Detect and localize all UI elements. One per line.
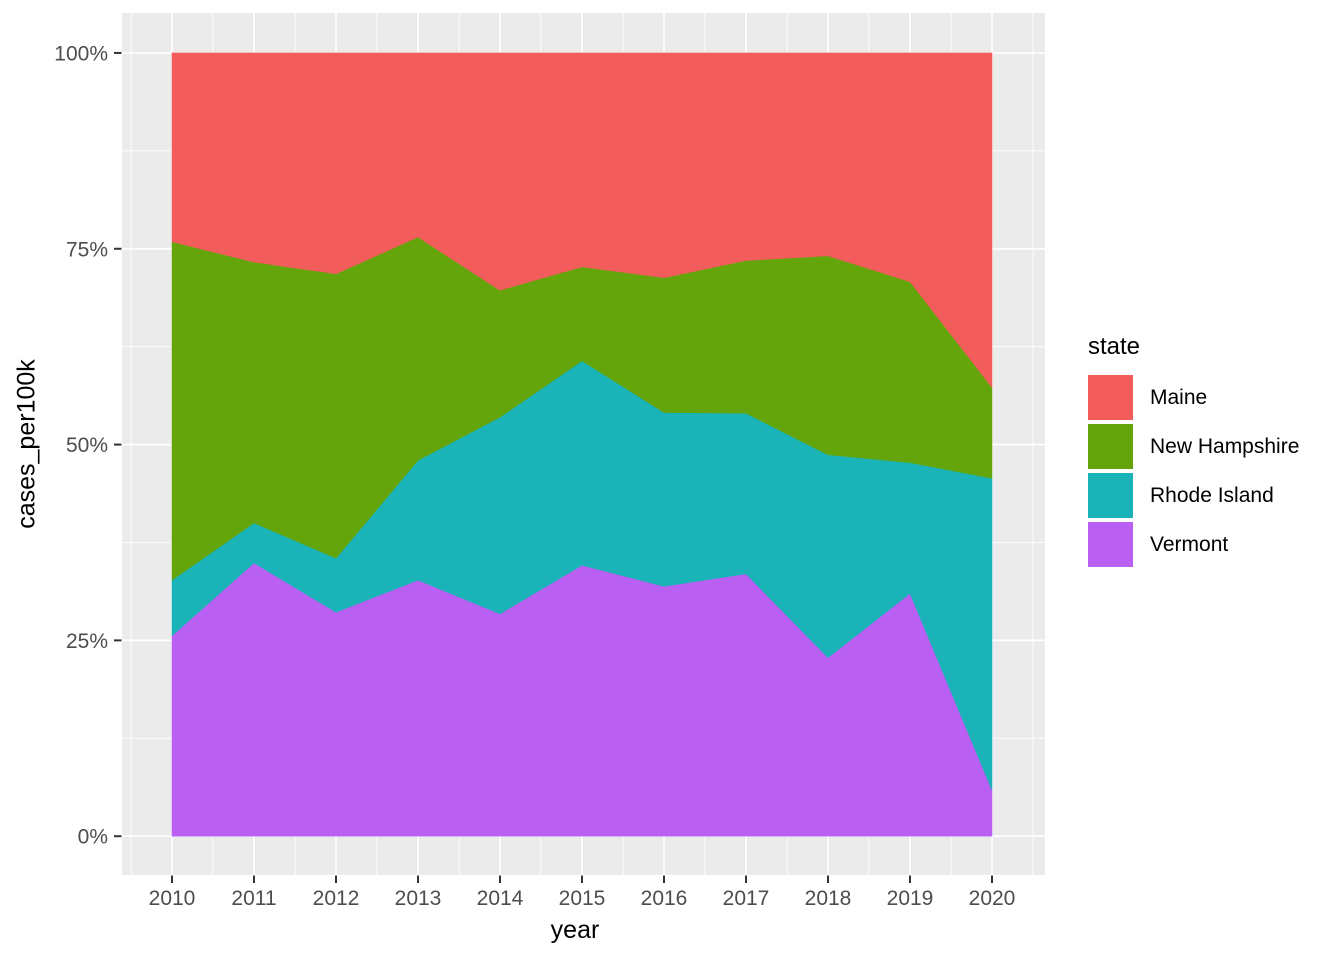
y-tick-label: 25%	[66, 630, 108, 653]
legend-swatch-maine	[1088, 375, 1133, 420]
x-tick-label: 2019	[887, 887, 934, 910]
y-tick-label: 100%	[54, 42, 108, 65]
legend-title: state	[1088, 333, 1141, 360]
x-tick-label: 2016	[641, 887, 688, 910]
x-axis-title: year	[550, 916, 600, 944]
x-tick-label: 2013	[395, 887, 442, 910]
legend-label-rhode-island: Rhode Island	[1150, 483, 1274, 507]
y-tick-label: 75%	[66, 238, 108, 261]
y-tick-label: 50%	[66, 434, 108, 457]
legend-item-maine: Maine	[1088, 375, 1299, 420]
y-tick-label: 0%	[78, 826, 108, 849]
legend-item-new-hampshire: New Hampshire	[1088, 424, 1299, 469]
legend: state Maine New Hampshire Rhode Island V…	[1088, 333, 1299, 571]
legend-label-new-hampshire: New Hampshire	[1150, 434, 1300, 458]
legend-swatch-new-hampshire	[1088, 424, 1133, 469]
area-maine	[171, 52, 993, 389]
x-tick-label: 2014	[477, 887, 524, 910]
y-axis-title: cases_per100k	[12, 359, 41, 529]
x-tick-label: 2015	[559, 887, 606, 910]
legend-label-maine: Maine	[1150, 385, 1208, 409]
x-tick-label: 2020	[969, 887, 1016, 910]
x-tick-label: 2018	[805, 887, 852, 910]
x-tick-label: 2012	[313, 887, 360, 910]
legend-label-vermont: Vermont	[1150, 532, 1229, 556]
legend-item-vermont: Vermont	[1088, 522, 1299, 567]
legend-swatch-vermont	[1088, 522, 1133, 567]
x-tick-label: 2010	[149, 887, 196, 910]
x-tick-label: 2011	[231, 887, 276, 910]
x-tick-label: 2017	[723, 887, 770, 910]
legend-swatch-rhode-island	[1088, 473, 1133, 518]
legend-item-rhode-island: Rhode Island	[1088, 473, 1299, 518]
